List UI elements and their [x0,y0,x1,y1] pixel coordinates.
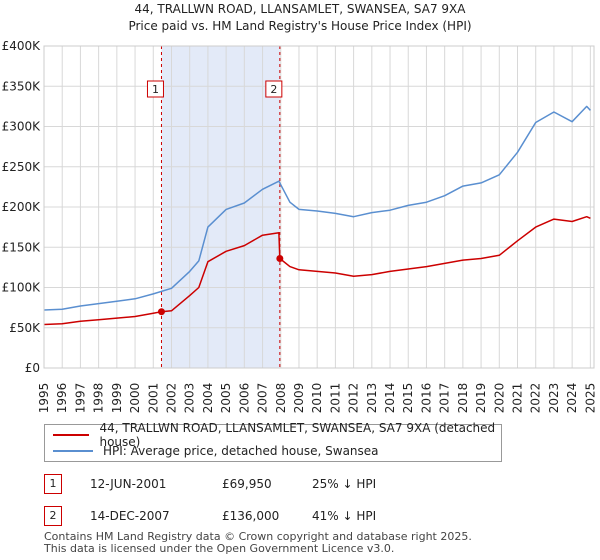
x-tick-label: 2013 [365,383,379,414]
y-tick-label: £300K [2,120,42,134]
transaction-row: 2 14-DEC-2007 £136,000 41% ↓ HPI [44,506,564,526]
y-tick-label: £100K [2,281,42,295]
x-tick-label: 2020 [492,383,506,414]
y-tick-label: £250K [2,160,42,174]
transaction-badge-label: 1 [152,83,159,96]
transaction-badge: 2 [44,506,62,526]
x-tick-label: 2021 [511,383,525,414]
transaction-badge-label: 2 [270,83,277,96]
legend-label-property: 44, TRALLWN ROAD, LLANSAMLET, SWANSEA, S… [99,421,496,449]
legend-label-hpi: HPI: Average price, detached house, Swan… [103,444,379,458]
y-tick-label: £50K [9,321,41,335]
transaction-price: £136,000 [222,509,280,523]
x-tick-label: 1997 [73,383,87,414]
x-tick-label: 2001 [146,383,160,414]
y-tick-label: £0 [25,361,40,375]
x-tick-label: 2014 [383,383,397,414]
x-tick-label: 2006 [237,383,251,414]
x-tick-label: 2024 [565,383,579,414]
y-tick-label: £150K [2,240,42,254]
footer-copyright: Contains HM Land Registry data © Crown c… [44,530,472,543]
legend-swatch-property [53,434,90,436]
sale-point [276,255,284,263]
transaction-badge-box [146,80,164,98]
plot-frame [43,45,595,369]
x-tick-label: 2018 [456,383,470,414]
x-tick-label: 2002 [164,383,178,414]
chart-title: 44, TRALLWN ROAD, LLANSAMLET, SWANSEA, S… [135,2,467,16]
x-tick-label: 2019 [474,383,488,414]
x-tick-label: 2007 [256,383,270,414]
x-tick-label: 2025 [583,383,597,414]
y-tick-label: £350K [2,79,42,93]
transaction-hpi: 41% ↓ HPI [312,509,377,523]
x-tick-label: 2012 [347,383,361,414]
x-tick-label: 1996 [55,383,69,414]
x-tick-label: 2010 [310,383,324,414]
x-tick-label: 2015 [401,383,415,414]
transaction-price: £69,950 [222,477,272,491]
footer-licence: This data is licensed under the Open Gov… [44,542,395,555]
x-tick-label: 2023 [547,383,561,414]
x-tick-label: 2004 [201,383,215,414]
x-tick-label: 1999 [110,383,124,414]
legend: 44, TRALLWN ROAD, LLANSAMLET, SWANSEA, S… [44,421,502,462]
legend-item-hpi: HPI: Average price, detached house, Swan… [53,443,379,459]
x-tick-label: 1998 [92,383,106,414]
transaction-date: 12-JUN-2001 [90,477,167,491]
transaction-hpi: 25% ↓ HPI [312,477,377,491]
chart-subtitle: Price paid vs. HM Land Registry's House … [128,19,471,33]
series-line-hpi [43,105,591,311]
legend-item-property: 44, TRALLWN ROAD, LLANSAMLET, SWANSEA, S… [53,421,501,449]
transaction-badge: 1 [44,474,62,494]
footer: Contains HM Land Registry data © Crown c… [44,531,472,555]
price-chart: 44, TRALLWN ROAD, LLANSAMLET, SWANSEA, S… [2,2,598,414]
transaction-badge-box [265,80,283,98]
y-tick-label: £400K [2,39,42,53]
x-tick-label: 2000 [128,383,142,414]
x-tick-label: 2022 [529,383,543,414]
transaction-row: 1 12-JUN-2001 £69,950 25% ↓ HPI [44,474,564,494]
x-tick-label: 2005 [219,383,233,414]
x-tick-label: 2017 [438,383,452,414]
sale-point [157,308,165,316]
legend-swatch-hpi [53,450,93,452]
y-tick-label: £200K [2,200,42,214]
x-tick-label: 1995 [37,383,51,414]
x-tick-label: 2009 [292,383,306,414]
x-tick-label: 2016 [419,383,433,414]
x-tick-label: 2011 [328,383,342,414]
x-tick-label: 2003 [183,383,197,414]
series-line-property [43,215,591,326]
x-tick-label: 2008 [274,383,288,414]
transaction-date: 14-DEC-2007 [90,509,170,523]
